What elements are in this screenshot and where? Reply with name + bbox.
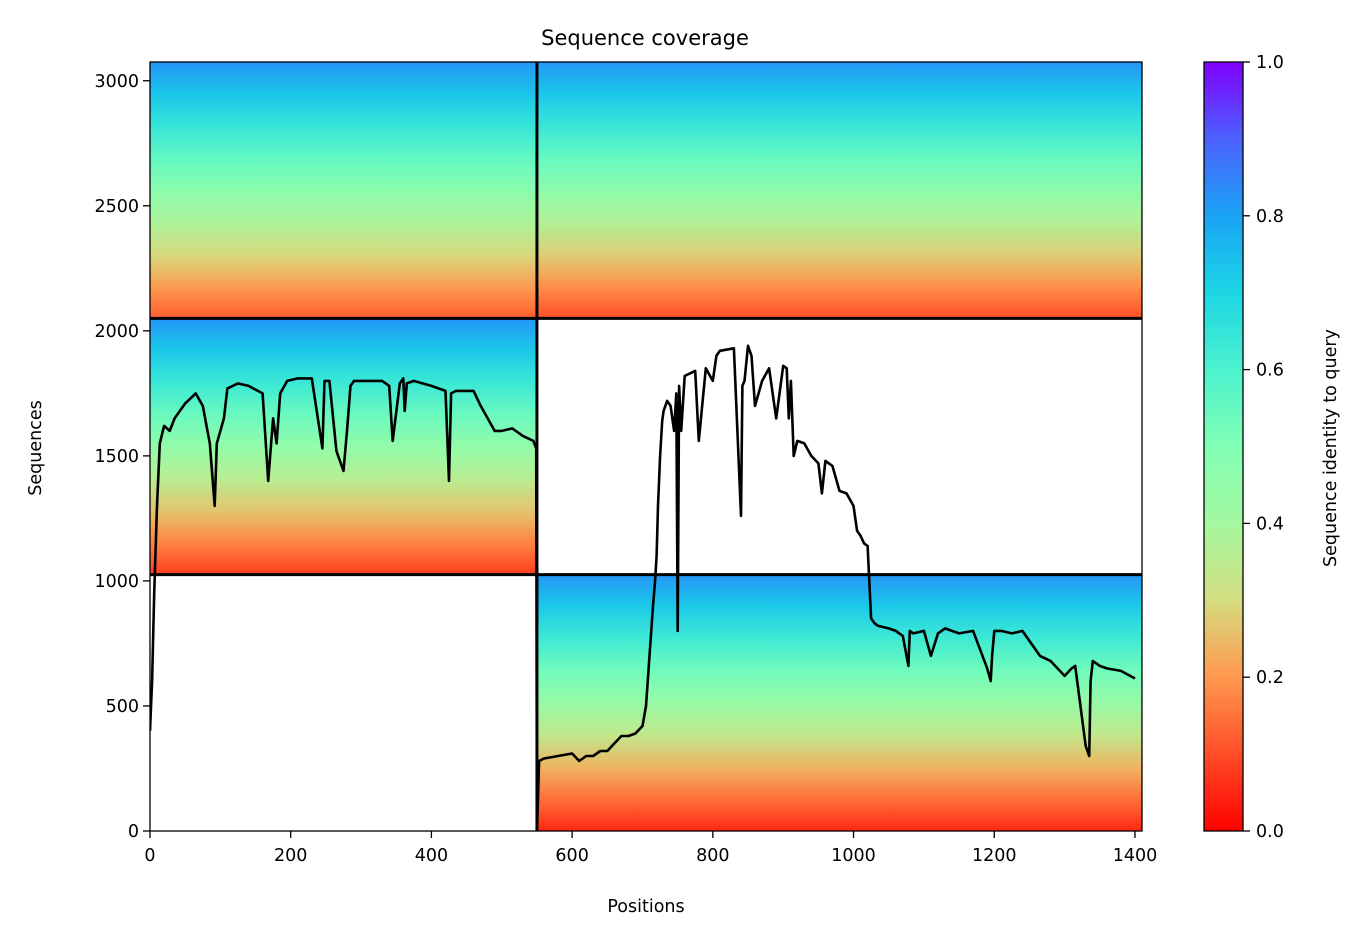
colorbar-label: Sequence identity to query	[1321, 329, 1341, 567]
colorbar-tick-label: 0.0	[1256, 822, 1284, 842]
coverage-block	[536, 62, 1142, 319]
y-tick-label: 500	[106, 697, 139, 717]
y-tick-label: 1500	[94, 447, 139, 467]
coverage-block	[150, 318, 537, 575]
chart-title: Sequence coverage	[541, 26, 749, 50]
coverage-block	[150, 62, 537, 319]
colorbar-tick-label: 0.2	[1256, 668, 1284, 688]
x-tick-label: 0	[144, 846, 155, 866]
colorbar: 0.0 0.2 0.4 0.6 0.8 1.0 Sequence identity to …	[1203, 53, 1341, 842]
coverage-block	[536, 574, 1142, 831]
y-tick-label: 2500	[94, 197, 139, 217]
y-axis-label: Sequences	[26, 400, 46, 495]
colorbar-tick-label: 1.0	[1256, 53, 1284, 73]
x-tick-label: 200	[274, 846, 307, 866]
x-tick-label: 400	[415, 846, 448, 866]
x-tick-label: 1400	[1113, 846, 1158, 866]
plot-frame	[149, 61, 1143, 832]
x-axis-ticks: 0 200 400 600 800 1000 1200 1400	[144, 831, 1157, 866]
y-tick-label: 3000	[94, 72, 139, 92]
colorbar-fill	[1203, 61, 1244, 832]
coverage-line	[150, 344, 1136, 831]
y-tick-label: 1000	[94, 572, 139, 592]
coverage-blocks	[150, 62, 1142, 831]
colorbar-ticks: 0.0 0.2 0.4 0.6 0.8 1.0	[1243, 53, 1284, 842]
x-tick-label: 1200	[972, 846, 1017, 866]
x-axis-label: Positions	[607, 897, 684, 917]
x-tick-label: 600	[555, 846, 588, 866]
plot-area	[150, 62, 1142, 831]
colorbar-tick-label: 0.6	[1256, 361, 1284, 381]
colorbar-tick-label: 0.4	[1256, 514, 1284, 534]
x-tick-label: 800	[696, 846, 729, 866]
colorbar-tick-label: 0.8	[1256, 207, 1284, 227]
y-axis-ticks: 0 500 1000 1500 2000 2500 3000	[94, 72, 150, 842]
y-tick-label: 2000	[94, 322, 139, 342]
x-tick-label: 1000	[831, 846, 876, 866]
y-tick-label: 0	[128, 822, 139, 842]
